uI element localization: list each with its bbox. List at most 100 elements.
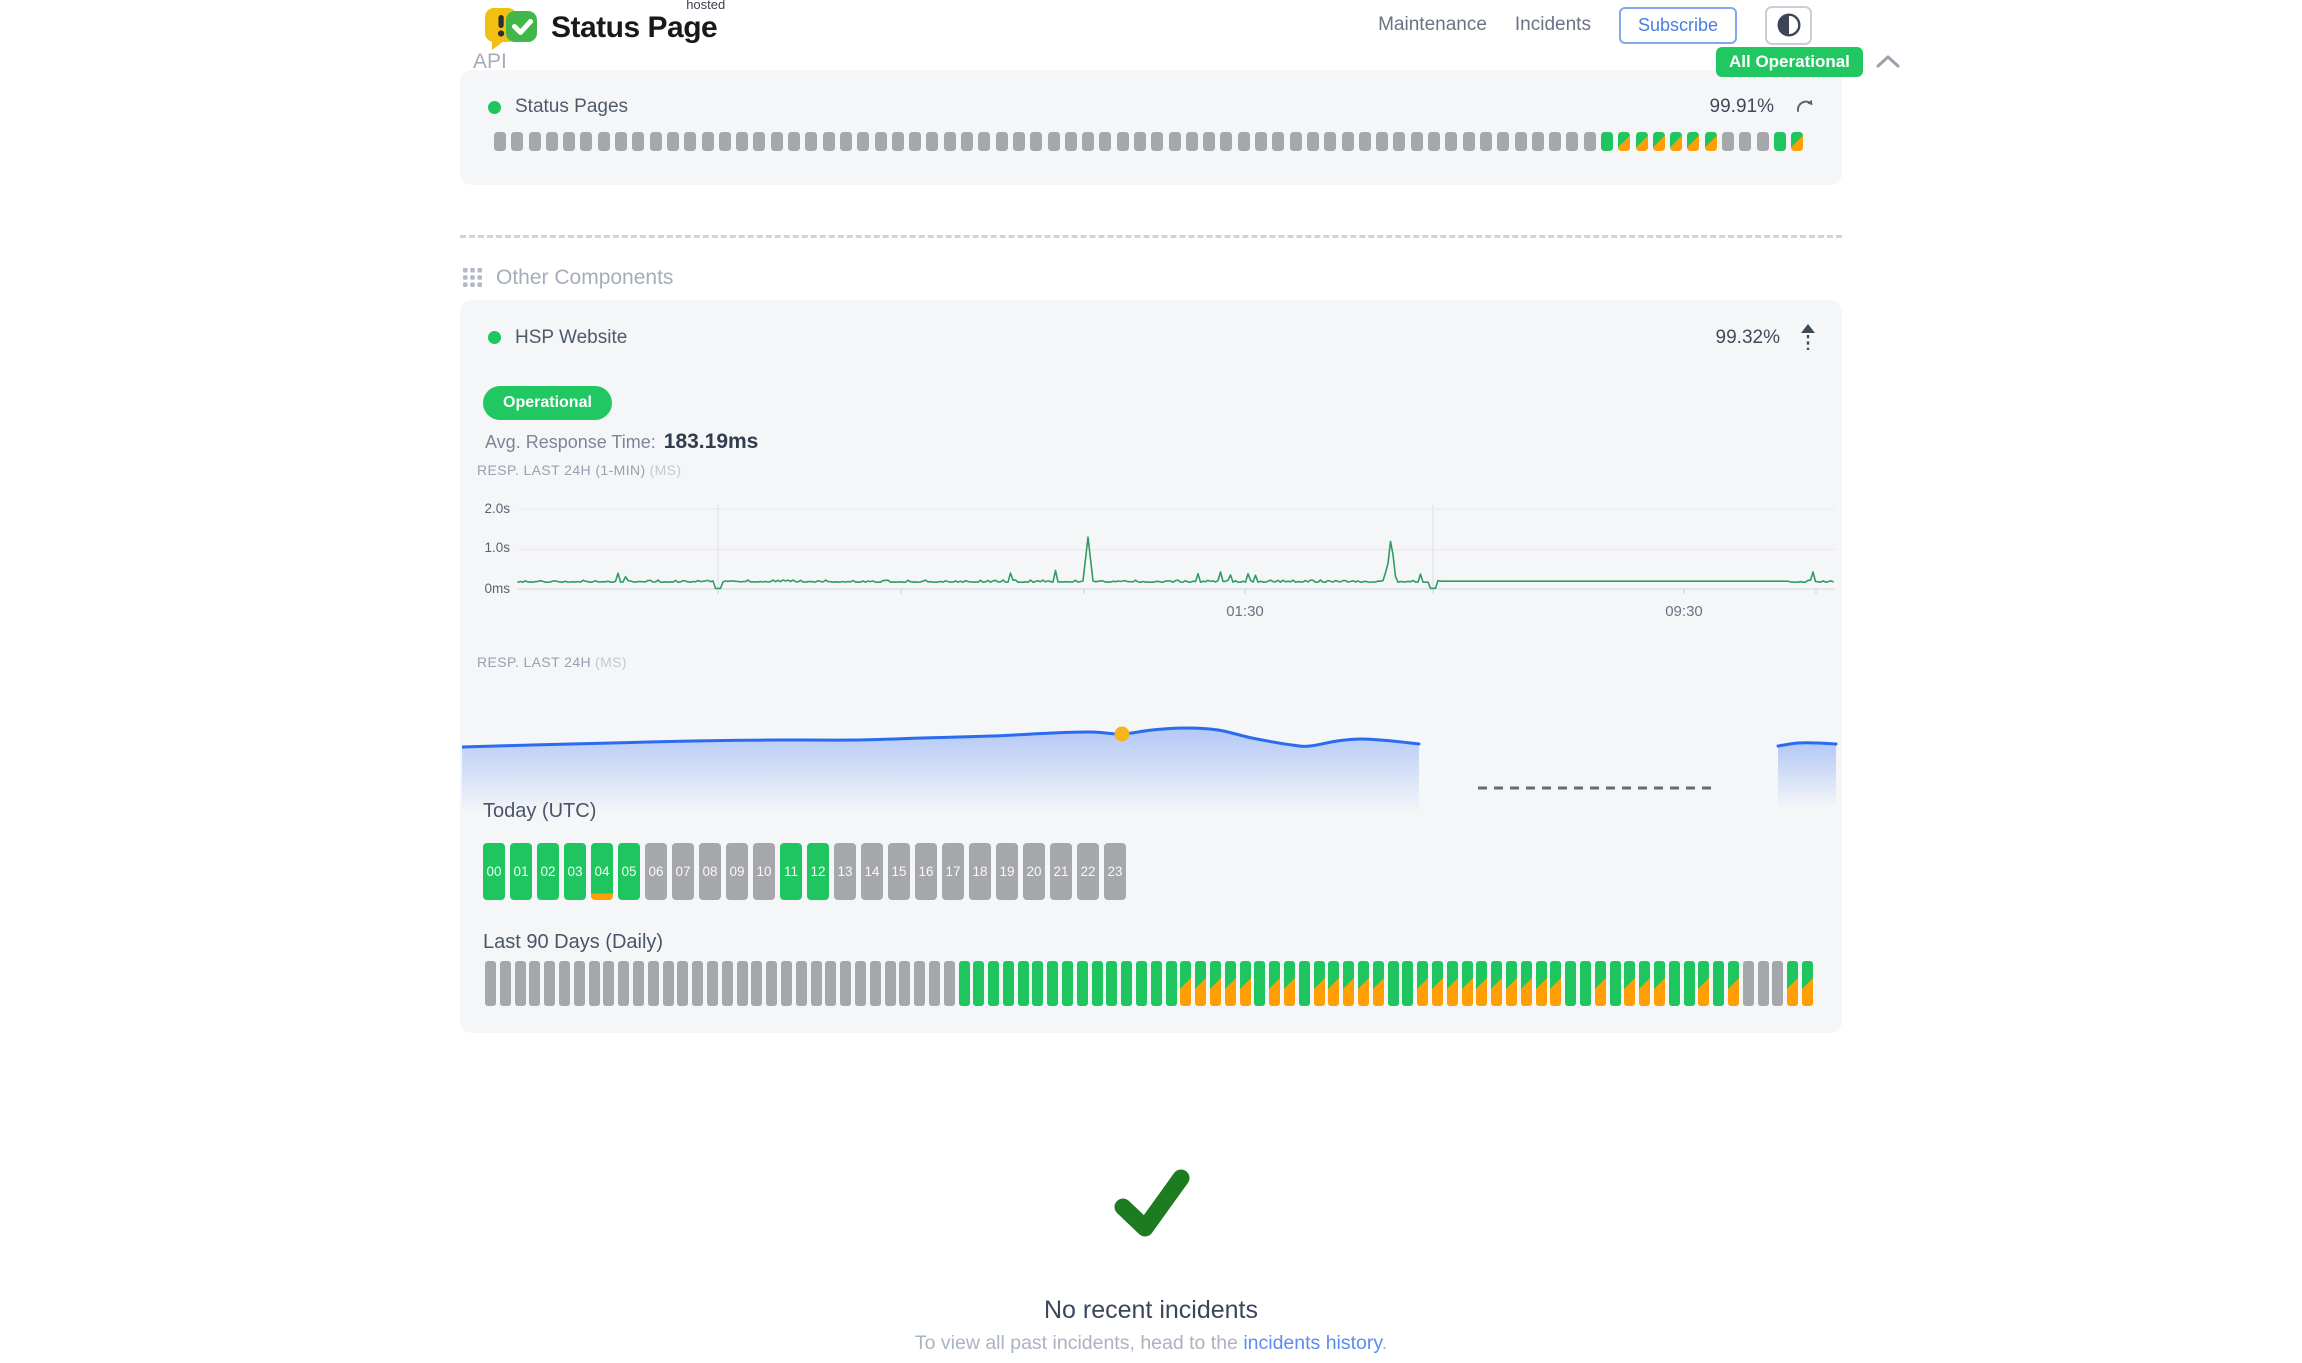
- uptime-bar[interactable]: [805, 132, 818, 151]
- daily-uptime-bar[interactable]: [1417, 961, 1429, 1006]
- daily-uptime-bar[interactable]: [766, 961, 778, 1006]
- hour-block[interactable]: 16: [915, 843, 937, 900]
- daily-uptime-bar[interactable]: [1106, 961, 1118, 1006]
- uptime-bar[interactable]: [736, 132, 749, 151]
- uptime-bar[interactable]: [1082, 132, 1095, 151]
- daily-uptime-bar[interactable]: [1062, 961, 1074, 1006]
- nav-incidents[interactable]: Incidents: [1514, 14, 1591, 35]
- hour-block[interactable]: 18: [969, 843, 991, 900]
- uptime-bar[interactable]: [1151, 132, 1164, 151]
- daily-uptime-bar[interactable]: [558, 961, 570, 1006]
- uptime-bar[interactable]: [1185, 132, 1198, 151]
- uptime-bar[interactable]: [1618, 132, 1631, 151]
- hour-block[interactable]: 22: [1077, 843, 1099, 900]
- daily-uptime-bar[interactable]: [1076, 961, 1088, 1006]
- daily-uptime-bar[interactable]: [1565, 961, 1577, 1006]
- hour-block[interactable]: 09: [726, 843, 748, 900]
- hour-block[interactable]: 05: [618, 843, 640, 900]
- uptime-bar[interactable]: [528, 132, 541, 151]
- daily-uptime-bar[interactable]: [1402, 961, 1414, 1006]
- uptime-bar[interactable]: [494, 132, 506, 151]
- daily-uptime-bar[interactable]: [1639, 961, 1651, 1006]
- uptime-bar[interactable]: [1497, 132, 1510, 151]
- chevron-up-icon[interactable]: [1875, 54, 1901, 70]
- uptime-bar[interactable]: [943, 132, 956, 151]
- uptime-bar[interactable]: [1670, 132, 1683, 151]
- daily-uptime-bar[interactable]: [1269, 961, 1281, 1006]
- daily-uptime-bar[interactable]: [1298, 961, 1310, 1006]
- uptime-bar[interactable]: [1652, 132, 1665, 151]
- uptime-bar[interactable]: [1756, 132, 1769, 151]
- daily-uptime-bar[interactable]: [840, 961, 852, 1006]
- uptime-bar[interactable]: [891, 132, 904, 151]
- daily-uptime-bar[interactable]: [1372, 961, 1384, 1006]
- daily-uptime-bar[interactable]: [1505, 961, 1517, 1006]
- daily-uptime-bar[interactable]: [1609, 961, 1621, 1006]
- uptime-bar[interactable]: [857, 132, 870, 151]
- daily-uptime-bar[interactable]: [1476, 961, 1488, 1006]
- uptime-bar[interactable]: [926, 132, 939, 151]
- incidents-history-link[interactable]: incidents history: [1243, 1332, 1382, 1354]
- hour-block[interactable]: 12: [807, 843, 829, 900]
- daily-uptime-bar[interactable]: [958, 961, 970, 1006]
- daily-uptime-bar[interactable]: [1136, 961, 1148, 1006]
- daily-uptime-bar[interactable]: [1284, 961, 1296, 1006]
- uptime-bar[interactable]: [1601, 132, 1613, 151]
- refresh-icon[interactable]: [1794, 96, 1816, 118]
- daily-uptime-bar[interactable]: [485, 961, 496, 1006]
- daily-uptime-bar[interactable]: [1787, 961, 1799, 1006]
- daily-uptime-bar[interactable]: [1461, 961, 1473, 1006]
- uptime-bar[interactable]: [701, 132, 714, 151]
- daily-uptime-bar[interactable]: [1432, 961, 1443, 1006]
- hour-block[interactable]: 15: [888, 843, 910, 900]
- daily-uptime-bar[interactable]: [1017, 961, 1029, 1006]
- daily-uptime-bar[interactable]: [751, 961, 763, 1006]
- daily-uptime-bar[interactable]: [529, 961, 541, 1006]
- daily-uptime-bar[interactable]: [1698, 961, 1710, 1006]
- uptime-bar[interactable]: [1462, 132, 1475, 151]
- uptime-bar[interactable]: [597, 132, 610, 151]
- response-time-line-chart[interactable]: 2.0s 1.0s 0ms 01:30 09:30: [480, 492, 1835, 624]
- uptime-bar[interactable]: [978, 132, 991, 151]
- uptime-bar[interactable]: [1445, 132, 1458, 151]
- daily-uptime-bar[interactable]: [677, 961, 689, 1006]
- daily-uptime-bar[interactable]: [618, 961, 630, 1006]
- daily-uptime-bar[interactable]: [1047, 961, 1059, 1006]
- uptime-bar[interactable]: [1549, 132, 1562, 151]
- daily-uptime-bar[interactable]: [632, 961, 644, 1006]
- uptime-bar[interactable]: [649, 132, 662, 151]
- hour-block[interactable]: 06: [645, 843, 667, 900]
- collapse-arrow-icon[interactable]: [1800, 324, 1816, 351]
- uptime-bar[interactable]: [1583, 132, 1596, 151]
- uptime-bar[interactable]: [1704, 132, 1717, 151]
- uptime-bar[interactable]: [1393, 132, 1406, 151]
- uptime-bar[interactable]: [1531, 132, 1544, 151]
- theme-toggle-button[interactable]: [1765, 5, 1812, 45]
- daily-uptime-bar[interactable]: [1713, 961, 1725, 1006]
- daily-uptime-bar[interactable]: [795, 961, 807, 1006]
- uptime-bar[interactable]: [1099, 132, 1112, 151]
- daily-uptime-bar[interactable]: [1210, 961, 1222, 1006]
- daily-uptime-bar[interactable]: [1653, 961, 1665, 1006]
- hour-block[interactable]: 23: [1104, 843, 1126, 900]
- uptime-bar[interactable]: [1428, 132, 1441, 151]
- daily-uptime-bar[interactable]: [1727, 961, 1739, 1006]
- daily-uptime-bar[interactable]: [544, 961, 556, 1006]
- uptime-bar[interactable]: [874, 132, 887, 151]
- daily-uptime-bar[interactable]: [869, 961, 881, 1006]
- daily-uptime-bar[interactable]: [1550, 961, 1562, 1006]
- daily-uptime-bar[interactable]: [662, 961, 674, 1006]
- daily-uptime-bar[interactable]: [1165, 961, 1177, 1006]
- daily-uptime-bar[interactable]: [988, 961, 1000, 1006]
- daily-uptime-bar[interactable]: [810, 961, 822, 1006]
- daily-uptime-bar[interactable]: [1358, 961, 1370, 1006]
- daily-uptime-bar[interactable]: [692, 961, 704, 1006]
- uptime-bar[interactable]: [1479, 132, 1492, 151]
- uptime-bar[interactable]: [1064, 132, 1077, 151]
- daily-uptime-bar[interactable]: [1328, 961, 1340, 1006]
- hour-block[interactable]: 01: [510, 843, 532, 900]
- uptime-bar[interactable]: [1255, 132, 1268, 151]
- subscribe-button[interactable]: Subscribe: [1618, 6, 1737, 44]
- uptime-bar[interactable]: [1272, 132, 1285, 151]
- uptime-bar[interactable]: [1358, 132, 1371, 151]
